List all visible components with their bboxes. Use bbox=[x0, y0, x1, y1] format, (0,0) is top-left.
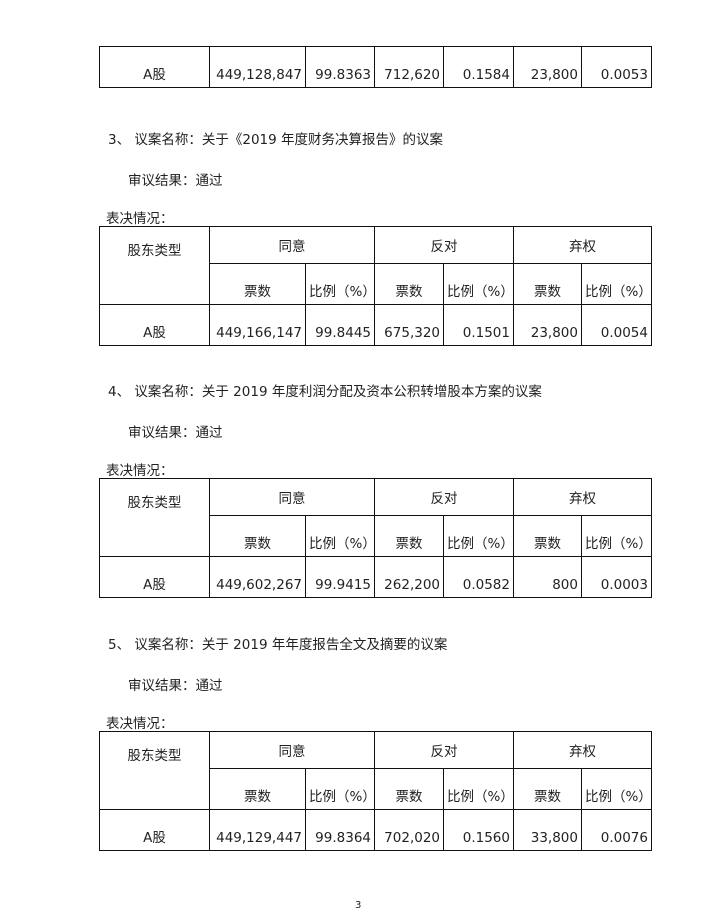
cell: 675,320 bbox=[374, 304, 444, 346]
cell: 0.1501 bbox=[443, 304, 514, 346]
header-votes: 票数 bbox=[513, 515, 582, 557]
review-result: 审议结果：通过 bbox=[128, 173, 223, 189]
cell: A股 bbox=[99, 304, 210, 346]
header-agree: 同意 bbox=[209, 731, 375, 769]
motion-title: 4、 议案名称：关于 2019 年度利润分配及资本公积转增股本方案的议案 bbox=[108, 384, 542, 400]
subheader-row: 票数 比例（%） 票数 比例（%） 票数 比例（%） bbox=[100, 768, 652, 810]
cell: 449,128,847 bbox=[209, 46, 306, 88]
motion-title: 3、 议案名称：关于《2019 年度财务决算报告》的议案 bbox=[108, 132, 444, 148]
header-agree: 同意 bbox=[209, 226, 375, 264]
header-votes: 票数 bbox=[209, 515, 306, 557]
cell: 0.1584 bbox=[443, 46, 514, 88]
header-votes: 票数 bbox=[374, 768, 444, 810]
table-row: A股 449,128,847 99.8363 712,620 0.1584 23… bbox=[99, 46, 652, 88]
cell: A股 bbox=[99, 46, 210, 88]
vote-label: 表决情况： bbox=[106, 463, 174, 479]
cell: 23,800 bbox=[513, 46, 582, 88]
header-type: 股东类型 bbox=[99, 226, 210, 305]
cell: 702,020 bbox=[374, 809, 444, 851]
header-type: 股东类型 bbox=[99, 478, 210, 557]
vote-table: 股东类型 同意 反对 弃权 票数 比例（%） 票数 比例（%） 票数 比例（%）… bbox=[99, 226, 652, 346]
cell: 0.0054 bbox=[581, 304, 652, 346]
header-agree: 同意 bbox=[209, 478, 375, 516]
subheader-row: 票数 比例（%） 票数 比例（%） 票数 比例（%） bbox=[100, 263, 652, 305]
table-row: A股 449,166,147 99.8445 675,320 0.1501 23,800 0… bbox=[99, 304, 652, 346]
cell: 99.8363 bbox=[305, 46, 375, 88]
vote-table-continued: A股 449,128,847 99.8363 712,620 0.1584 23… bbox=[99, 46, 652, 88]
header-abstain: 弃权 bbox=[513, 226, 652, 264]
header-against: 反对 bbox=[374, 226, 514, 264]
table-row: A股 449,602,267 99.9415 262,200 0.0582 800 0.00… bbox=[99, 556, 652, 598]
cell: 0.0076 bbox=[581, 809, 652, 851]
header-row: 股东类型 同意 反对 弃权 bbox=[99, 478, 652, 557]
header-ratio: 比例（%） bbox=[305, 515, 376, 557]
cell: 449,129,447 bbox=[209, 809, 306, 851]
cell: A股 bbox=[99, 809, 210, 851]
cell: 0.0053 bbox=[581, 46, 652, 88]
header-ratio: 比例（%） bbox=[443, 515, 514, 557]
header-ratio: 比例（%） bbox=[443, 768, 514, 810]
header-type: 股东类型 bbox=[99, 731, 210, 810]
header-abstain: 弃权 bbox=[513, 478, 652, 516]
cell: 449,602,267 bbox=[209, 556, 306, 598]
header-votes: 票数 bbox=[374, 263, 444, 305]
review-result: 审议结果：通过 bbox=[128, 678, 223, 694]
header-abstain: 弃权 bbox=[513, 731, 652, 769]
header-ratio: 比例（%） bbox=[305, 768, 376, 810]
cell: 712,620 bbox=[374, 46, 444, 88]
page-number: 3 bbox=[355, 900, 362, 911]
cell: 0.0582 bbox=[443, 556, 514, 598]
header-votes: 票数 bbox=[209, 768, 306, 810]
header-votes: 票数 bbox=[513, 263, 582, 305]
cell: 800 bbox=[513, 556, 582, 598]
header-against: 反对 bbox=[374, 478, 514, 516]
cell: 99.9415 bbox=[305, 556, 375, 598]
header-row: 股东类型 同意 反对 弃权 bbox=[99, 226, 652, 305]
header-against: 反对 bbox=[374, 731, 514, 769]
header-ratio: 比例（%） bbox=[581, 768, 652, 810]
review-result: 审议结果：通过 bbox=[128, 425, 223, 441]
cell: 99.8364 bbox=[305, 809, 375, 851]
cell: 262,200 bbox=[374, 556, 444, 598]
vote-label: 表决情况： bbox=[106, 716, 174, 732]
header-ratio: 比例（%） bbox=[443, 263, 514, 305]
header-votes: 票数 bbox=[374, 515, 444, 557]
table-row: A股 449,129,447 99.8364 702,020 0.1560 33,800 0… bbox=[99, 809, 652, 851]
header-ratio: 比例（%） bbox=[305, 263, 376, 305]
cell: 23,800 bbox=[513, 304, 582, 346]
cell: 99.8445 bbox=[305, 304, 375, 346]
cell: 449,166,147 bbox=[209, 304, 306, 346]
subheader-row: 票数 比例（%） 票数 比例（%） 票数 比例（%） bbox=[100, 515, 652, 557]
header-votes: 票数 bbox=[209, 263, 306, 305]
motion-title: 5、 议案名称：关于 2019 年年度报告全文及摘要的议案 bbox=[108, 637, 448, 653]
cell: 0.1560 bbox=[443, 809, 514, 851]
vote-label: 表决情况： bbox=[106, 211, 174, 227]
vote-table: 股东类型 同意 反对 弃权 票数 比例（%） 票数 比例（%） 票数 比例（%）… bbox=[99, 731, 652, 851]
cell: 0.0003 bbox=[581, 556, 652, 598]
header-row: 股东类型 同意 反对 弃权 bbox=[99, 731, 652, 810]
header-votes: 票数 bbox=[513, 768, 582, 810]
vote-table: 股东类型 同意 反对 弃权 票数 比例（%） 票数 比例（%） 票数 比例（%）… bbox=[99, 478, 652, 598]
header-ratio: 比例（%） bbox=[581, 515, 652, 557]
cell: A股 bbox=[99, 556, 210, 598]
cell: 33,800 bbox=[513, 809, 582, 851]
header-ratio: 比例（%） bbox=[581, 263, 652, 305]
